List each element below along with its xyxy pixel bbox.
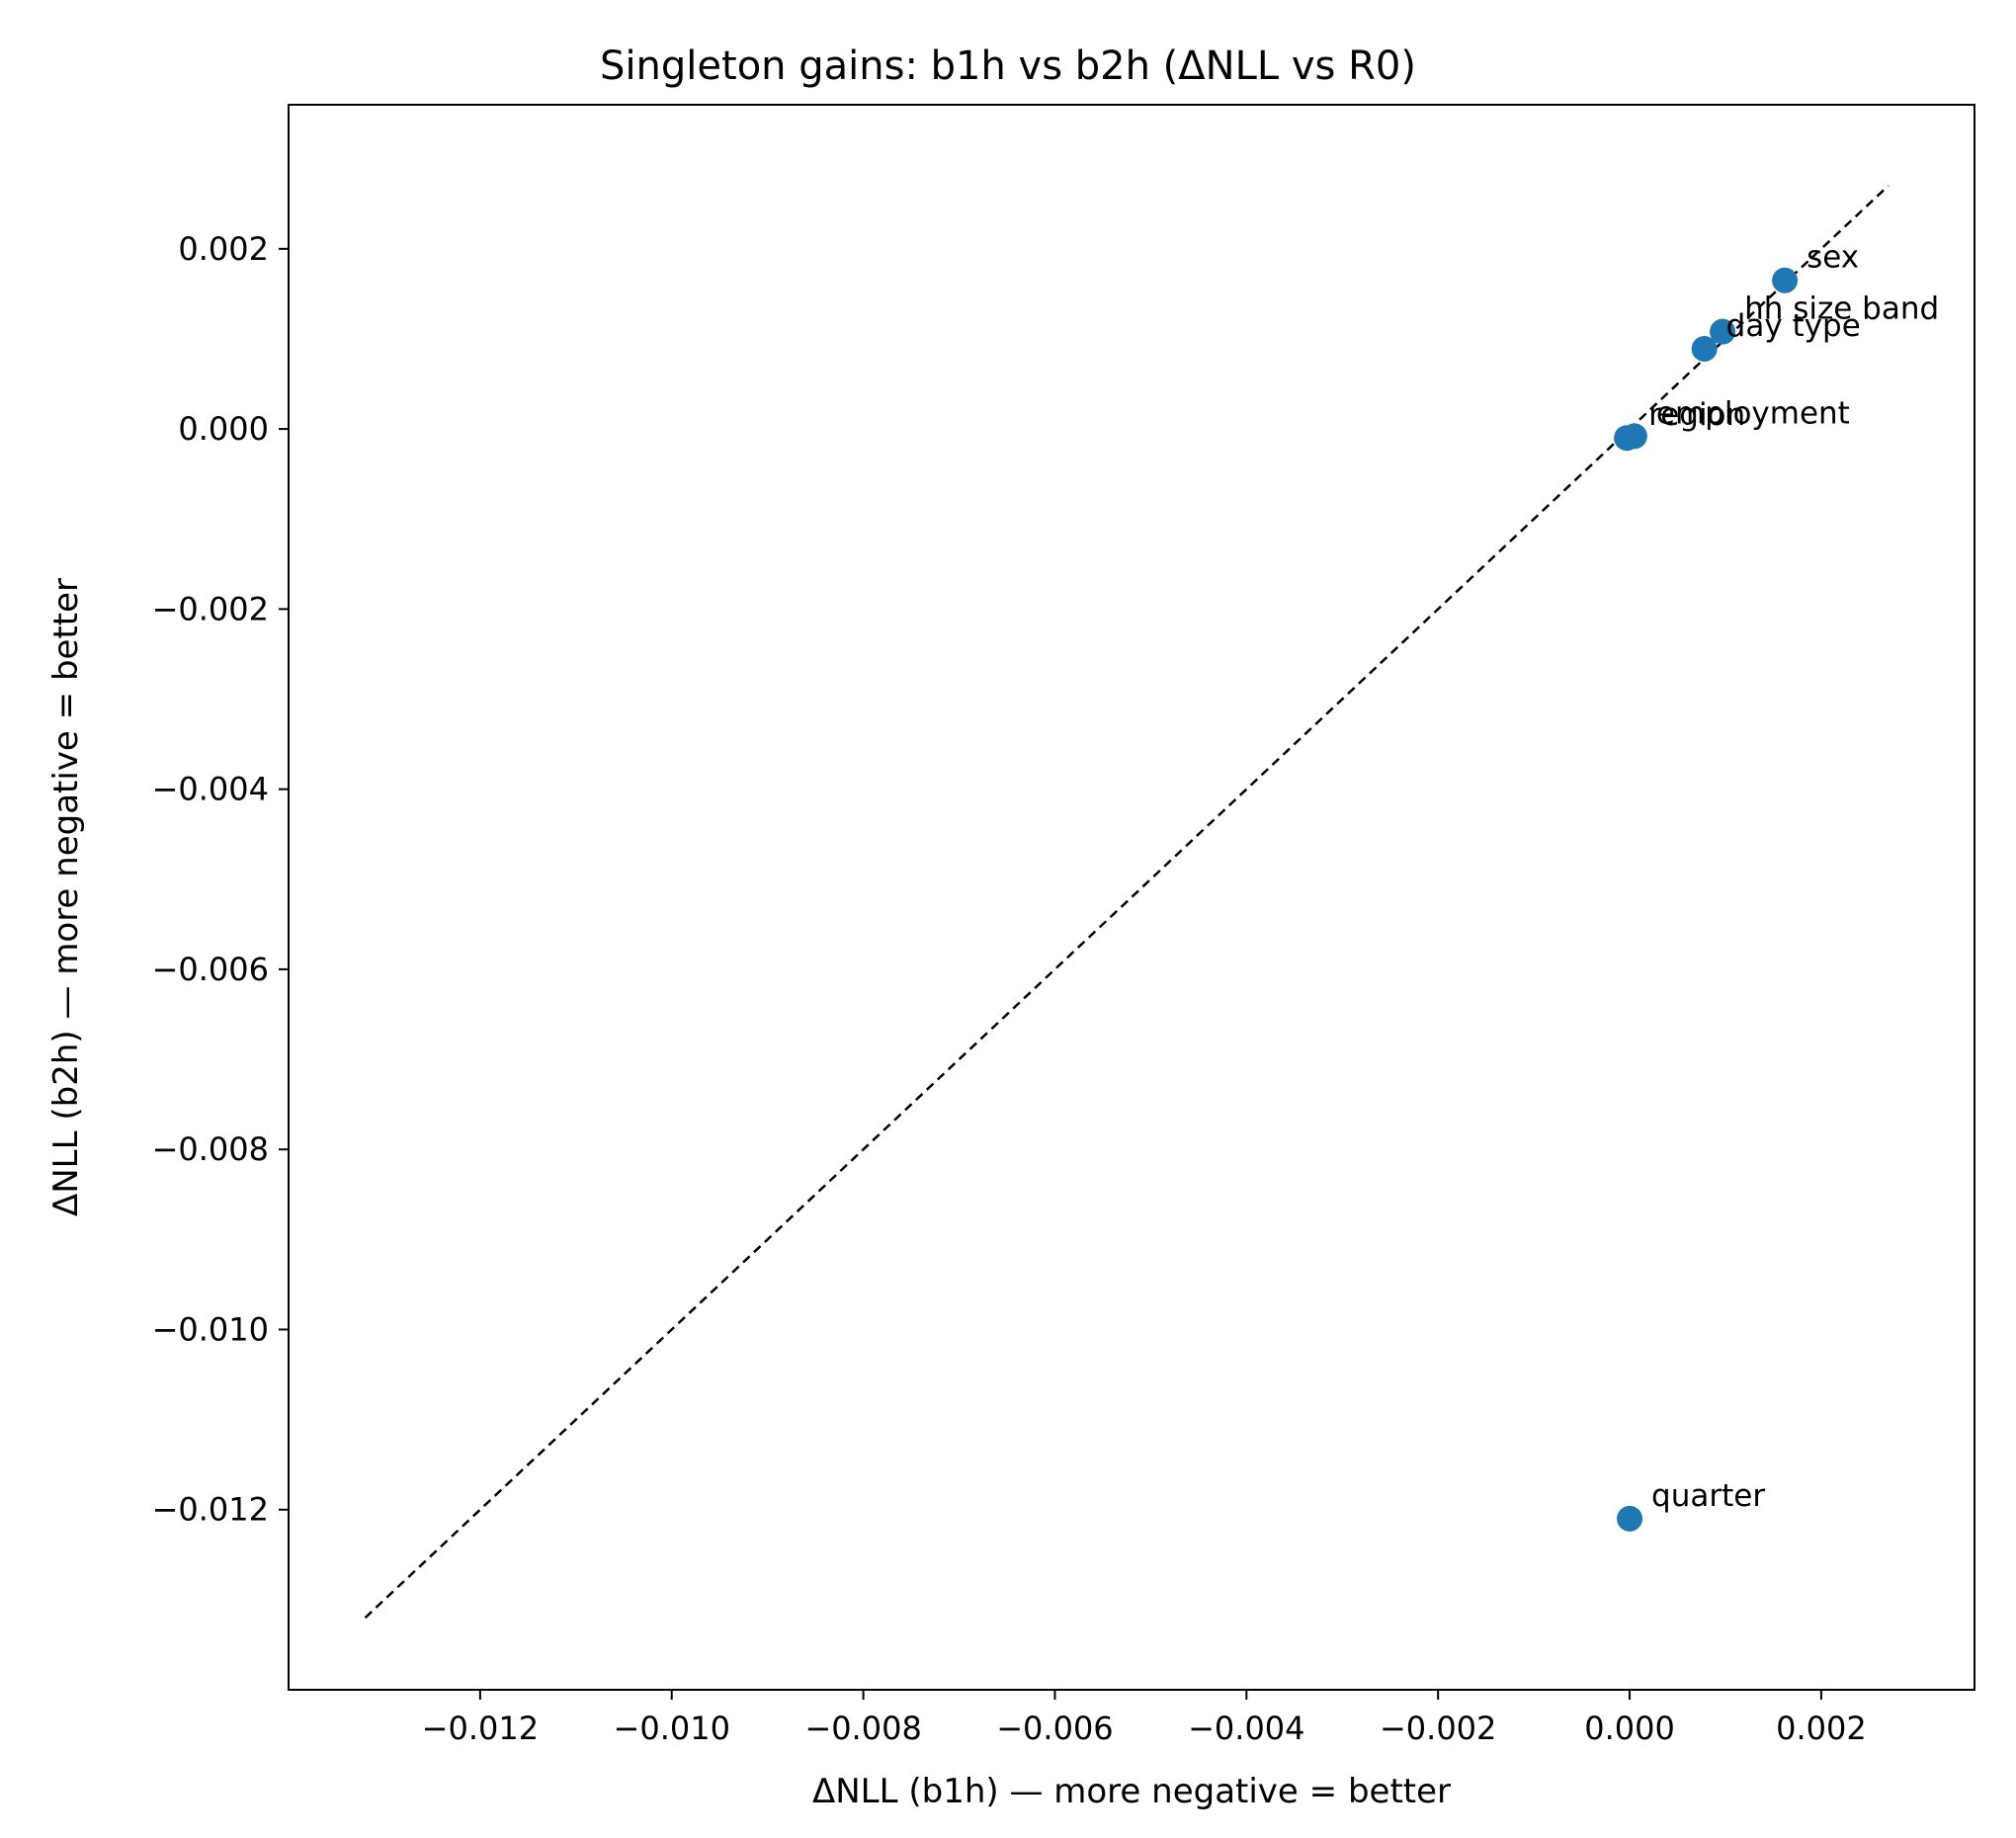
plot-area-frame	[288, 104, 1975, 1691]
y-tick-label: −0.002	[152, 590, 269, 627]
y-axis-label: ΔNLL (b2h) — more negative = better	[46, 578, 86, 1216]
x-tick-label: −0.006	[996, 1710, 1113, 1747]
point-label-quarter: quarter	[1651, 1478, 1765, 1514]
data-point-sex	[1772, 267, 1799, 293]
x-tick-label: −0.012	[422, 1710, 539, 1747]
x-axis-label: ΔNLL (b1h) — more negative = better	[812, 1772, 1451, 1811]
y-ticks-group: −0.012 −0.010 −0.008 −0.006 −0.004 −0.002 0.00…	[152, 230, 289, 1529]
x-tick-label: −0.002	[1380, 1710, 1496, 1747]
y-tick-label: −0.004	[152, 771, 269, 808]
x-ticks-group: −0.012 −0.010 −0.008 −0.006 −0.004 −0.002 0.00…	[422, 1690, 1867, 1747]
x-tick-label: −0.008	[804, 1710, 921, 1747]
chart-title: Singleton gains: b1h vs b2h (ΔNLL vs R0)	[600, 43, 1416, 89]
point-label-hh-size-band: hh size band	[1744, 292, 1939, 327]
y-tick-label: −0.010	[152, 1310, 269, 1348]
y-tick-label: −0.006	[152, 951, 269, 988]
y-tick-label: −0.012	[152, 1491, 269, 1529]
x-tick-label: −0.004	[1188, 1710, 1304, 1747]
y-tick-label: 0.000	[178, 410, 269, 448]
points-group	[1614, 267, 1799, 1532]
point-label-sex: sex	[1806, 240, 1859, 276]
point-label-day-type: day type	[1726, 308, 1861, 344]
data-point-region	[1614, 425, 1640, 452]
y-tick-label: 0.002	[178, 230, 269, 268]
data-point-hh-size-band	[1710, 318, 1736, 345]
data-point-quarter	[1617, 1505, 1643, 1532]
x-tick-label: −0.010	[614, 1710, 730, 1747]
point-label-employment: employment	[1656, 395, 1850, 431]
y-tick-label: −0.008	[152, 1130, 269, 1168]
x-tick-label: 0.002	[1776, 1710, 1867, 1747]
x-tick-label: 0.000	[1584, 1710, 1675, 1747]
data-point-day-type	[1691, 335, 1718, 362]
point-label-region: region	[1648, 397, 1745, 433]
